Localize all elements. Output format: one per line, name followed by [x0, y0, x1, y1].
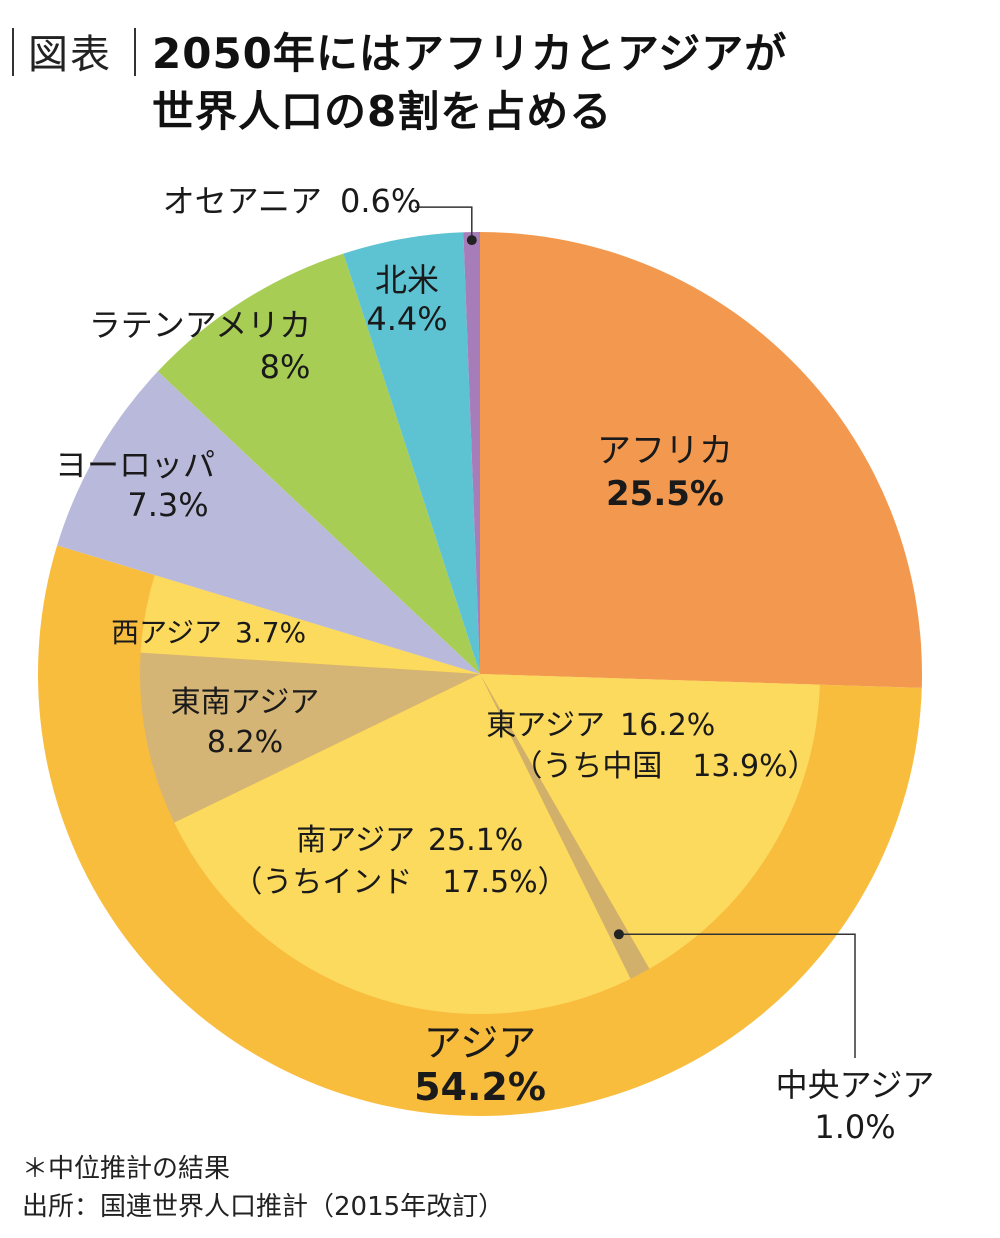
slice-south-asia — [174, 674, 631, 1015]
label-oceania-name: オセアニア — [163, 182, 322, 220]
leader-lines-layer — [415, 206, 856, 1058]
slice-southeast-asia — [139, 652, 480, 823]
figure-tag: 図表 — [28, 32, 112, 78]
label-southeast-asia-value: 8.2% — [207, 725, 283, 760]
label-africa-value: 25.5% — [606, 474, 724, 514]
slice-oceania — [463, 231, 480, 674]
source-note: 出所：国連世界人口推計（2015年改訂） — [22, 1192, 505, 1222]
slice-east-asia — [480, 674, 820, 969]
label-central-asia-name: 中央アジア — [776, 1066, 935, 1104]
slice-africa — [480, 232, 922, 688]
footnote: ＊中位推計の結果 — [22, 1154, 231, 1184]
label-southeast-asia-name: 東南アジア — [171, 685, 320, 720]
label-south-asia-name: 南アジア — [296, 823, 415, 858]
slice-west-asia — [140, 575, 481, 674]
label-east-asia-value: 16.2% — [620, 708, 715, 743]
leader-line-oceania — [415, 206, 473, 241]
label-oceania-value: 0.6% — [340, 182, 421, 220]
tag-left-rule — [12, 28, 14, 76]
slice-north-america — [343, 232, 480, 674]
label-asia-value: 54.2% — [414, 1065, 546, 1109]
label-south-asia-sub: （うちインド 17.5%） — [232, 865, 567, 900]
label-europe-name: ヨーロッパ — [55, 446, 215, 484]
label-east-asia-name: 東アジア — [486, 708, 605, 743]
label-south-asia-value: 25.1% — [428, 823, 523, 858]
label-central-asia-value: 1.0% — [814, 1108, 895, 1146]
label-europe-value: 7.3% — [127, 486, 208, 524]
leader-dot-oceania — [466, 235, 477, 246]
tag-right-rule — [134, 28, 136, 76]
label-asia-name: アジア — [424, 1021, 536, 1065]
label-west-asia-value: 3.7% — [235, 616, 306, 649]
slice-europe — [57, 371, 480, 674]
leader-line-central-asia — [618, 933, 856, 1058]
chart-title-line2: 世界人口の8割を占める — [152, 87, 613, 136]
label-east-asia-sub: （うち中国 13.9%） — [512, 749, 817, 784]
leader-dot-central-asia — [613, 929, 624, 940]
chart-title-line1: 2050年にはアフリカとアジアが — [152, 29, 788, 78]
slice-central-asia — [480, 674, 650, 979]
label-north-america-value: 4.4% — [366, 300, 447, 338]
slice-latin-america — [157, 253, 481, 674]
chart-header: 図表 2050年にはアフリカとアジアが 世界人口の8割を占める — [0, 0, 1000, 140]
label-latin-america-name: ラテンアメリカ — [89, 306, 311, 344]
label-africa-name: アフリカ — [597, 431, 733, 471]
label-north-america-name: 北米 — [375, 261, 439, 299]
label-latin-america-value: 8% — [260, 348, 311, 386]
pie-slices-layer — [57, 231, 922, 1015]
label-west-asia-name: 西アジア — [111, 616, 222, 649]
